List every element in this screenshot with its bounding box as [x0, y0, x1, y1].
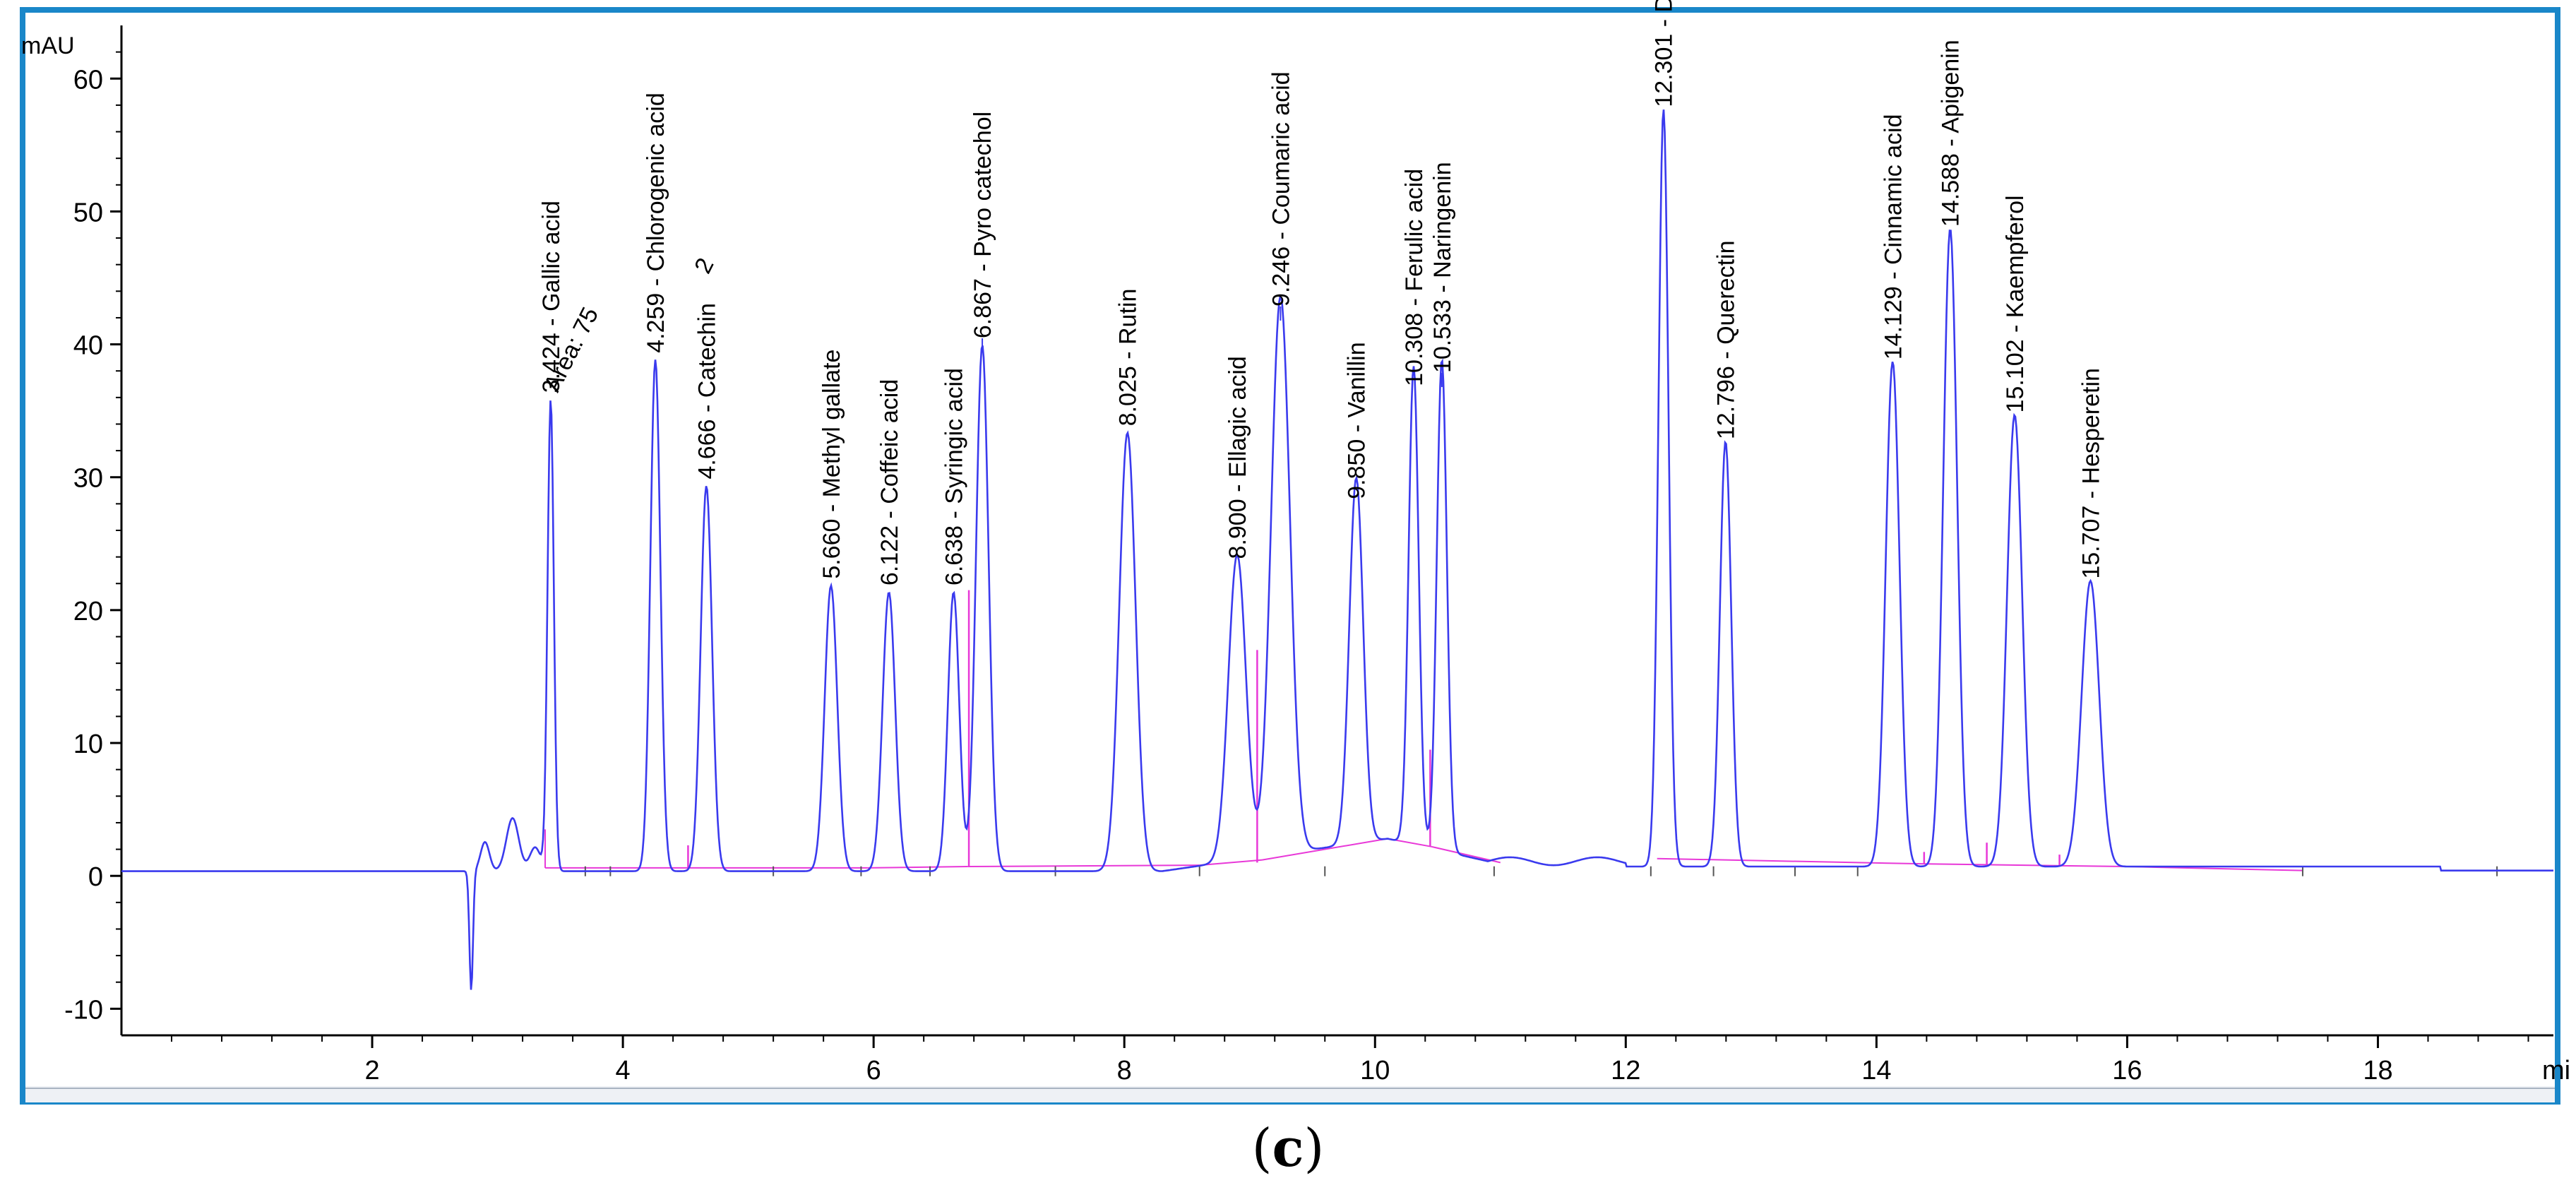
- y-tick-label: 40: [73, 331, 103, 361]
- integration-baseline: [1262, 838, 1388, 861]
- y-tick-label: 50: [73, 198, 103, 227]
- y-tick-label: 20: [73, 597, 103, 626]
- peak-label: 9.246 - Coumaric acid: [1268, 71, 1294, 307]
- peak-label: 5.660 - Methyl gallate: [818, 350, 845, 579]
- y-tick-label: 0: [88, 862, 103, 892]
- y-axis-label: mAU: [21, 32, 75, 59]
- peak-label: 6.638 - Syringic acid: [941, 368, 967, 585]
- integration-baseline: [1431, 845, 1501, 864]
- y-tick-label: 60: [73, 65, 103, 95]
- peak-labels: 3.424 - Gallic acid 4.259 - Chlorogenic a…: [538, 0, 2105, 585]
- x-tick-label: 14: [1861, 1056, 1891, 1085]
- y-tick-label: -10: [64, 995, 103, 1025]
- chromatogram-trace: [121, 109, 2553, 990]
- peak-label: 3.424 - Gallic acid: [538, 201, 565, 393]
- integration-baseline: [967, 864, 1200, 868]
- peak-label: 4.666 - Catechin: [693, 303, 720, 479]
- peak-label: 8.025 - Rutin: [1115, 289, 1142, 427]
- chart-axes: -10 0 10 20 30 40 50 60 mAU 2 4 6 8 10 12 14 16 18 mi: [21, 25, 2570, 1085]
- peak-label: 15.102 - Kaempferol: [2002, 195, 2029, 412]
- peak-label: 9.850 - Vanillin: [1344, 342, 1371, 499]
- peak-label: 12.301 - Daidzein: [1651, 0, 1678, 107]
- panel-caption: (c): [1251, 1118, 1325, 1179]
- x-tick-label: 10: [1360, 1056, 1390, 1085]
- y-tick-label: 30: [73, 464, 103, 494]
- x-tick-label: 4: [616, 1056, 631, 1085]
- status-bar: [20, 1086, 2560, 1105]
- integration-baseline: [1657, 857, 1927, 865]
- x-tick-label: 18: [2363, 1056, 2392, 1085]
- peak-label: 10.533 - Naringenin: [1429, 162, 1456, 373]
- x-axis-label: mi: [2542, 1056, 2570, 1085]
- x-tick-label: 2: [364, 1056, 379, 1085]
- peak-label: 4.259 - Chlorogenic acid: [643, 93, 669, 353]
- integration-baseline: [1926, 863, 2128, 868]
- area-annotation: 2: [689, 254, 719, 278]
- peak-label: 12.796 - Querectin: [1713, 240, 1740, 439]
- y-tick-label: 10: [73, 730, 103, 759]
- peak-label: 14.129 - Cinnamic acid: [1880, 114, 1907, 359]
- peak-label: 8.900 - Ellagic acid: [1224, 356, 1251, 559]
- x-tick-label: 8: [1117, 1056, 1132, 1085]
- peak-label: 10.308 - Ferulic acid: [1401, 169, 1428, 386]
- x-tick-label: 12: [1611, 1056, 1640, 1085]
- peak-label: 6.122 - Coffeic acid: [876, 379, 903, 585]
- peak-label: 14.588 - Apigenin: [1938, 40, 1964, 227]
- integration-baseline: [867, 866, 968, 869]
- peak-label: 15.707 - Hesperetin: [2077, 368, 2104, 579]
- peak-label: 6.867 - Pyro catechol: [970, 112, 996, 338]
- integration-baseline: [1199, 859, 1263, 867]
- x-tick-label: 16: [2112, 1056, 2142, 1085]
- x-tick-label: 6: [866, 1056, 881, 1085]
